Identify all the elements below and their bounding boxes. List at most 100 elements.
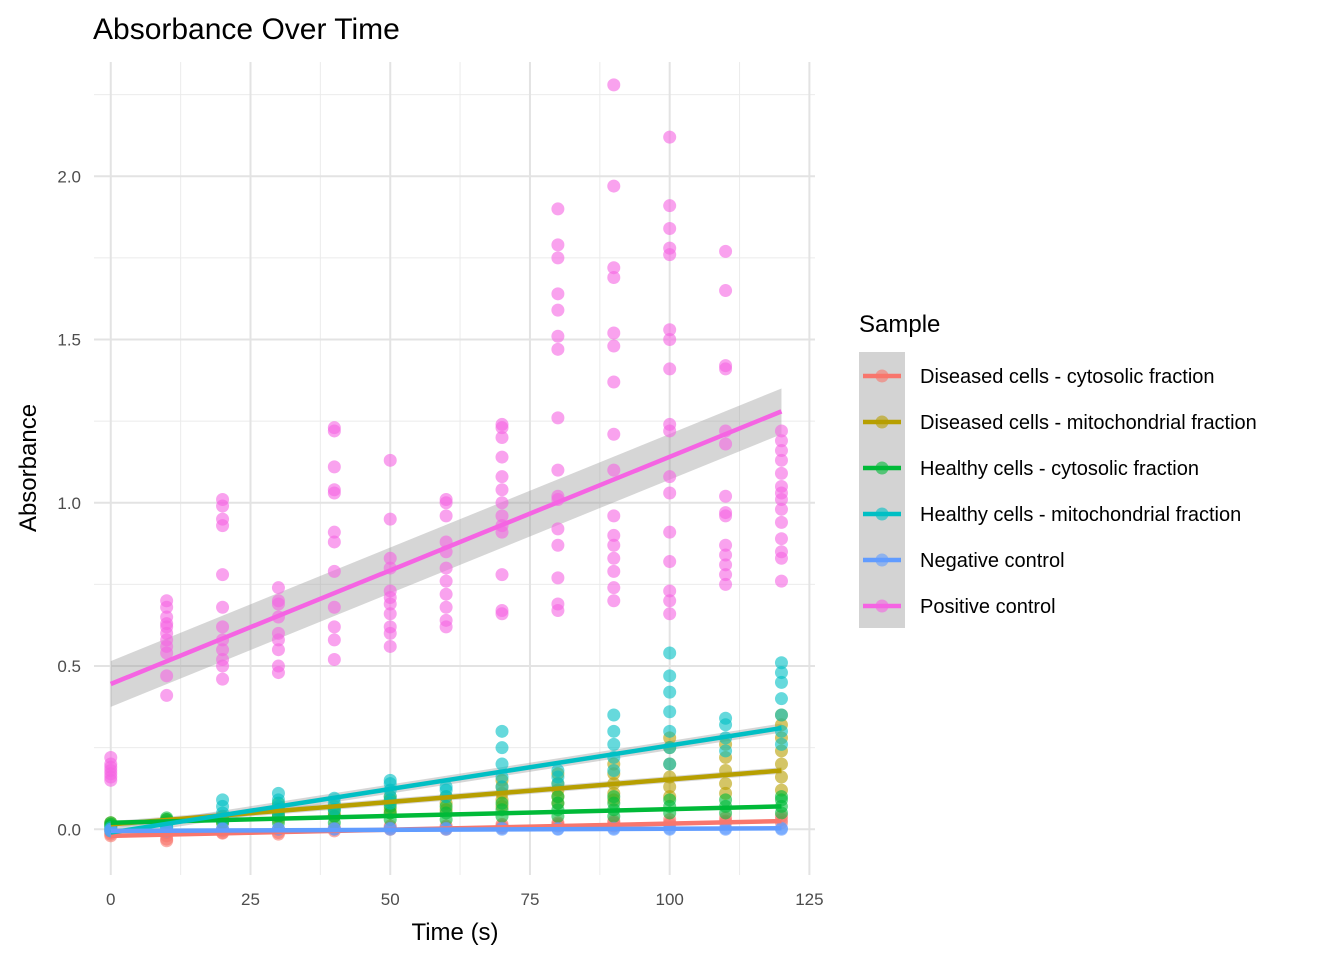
data-point (719, 359, 733, 373)
data-point (495, 450, 509, 464)
legend-key-background (859, 352, 905, 628)
data-point (104, 760, 118, 774)
legend-label: Positive control (920, 596, 1056, 618)
data-point (271, 626, 285, 640)
data-point (551, 202, 565, 216)
data-point (607, 528, 621, 542)
data-point (607, 326, 621, 340)
data-point (663, 793, 677, 807)
data-point (607, 270, 621, 284)
data-point (774, 708, 788, 722)
y-tick-label: 0.5 (57, 657, 81, 676)
data-point (663, 362, 677, 376)
data-point (551, 238, 565, 252)
data-point (271, 786, 285, 800)
fit-line (109, 409, 783, 687)
legend-item: Diseased cells - mitochondrial fraction (863, 412, 1257, 434)
data-point (663, 724, 677, 738)
x-tick-label: 75 (520, 890, 539, 909)
data-point (607, 179, 621, 193)
data-point (607, 463, 621, 477)
data-point (663, 685, 677, 699)
data-point (663, 669, 677, 683)
legend-key-point (875, 553, 889, 567)
data-point (439, 561, 453, 575)
data-point (607, 737, 621, 751)
x-axis-ticks: 0 25 50 75 100 125 (106, 890, 824, 909)
data-point (774, 692, 788, 706)
data-point (551, 329, 565, 343)
data-point (327, 483, 341, 497)
data-point (383, 512, 397, 526)
data-point (774, 424, 788, 438)
data-point (607, 764, 621, 778)
data-point (383, 773, 397, 787)
data-point (774, 466, 788, 480)
data-point (774, 444, 788, 458)
data-point (663, 486, 677, 500)
data-point (719, 568, 733, 582)
fit-line (110, 804, 782, 826)
data-point (774, 479, 788, 493)
data-point (160, 669, 174, 683)
data-point (719, 244, 733, 258)
data-point (774, 434, 788, 448)
data-point (719, 548, 733, 562)
data-point (439, 509, 453, 523)
data-point (327, 620, 341, 634)
data-point (216, 568, 230, 582)
data-point (271, 581, 285, 595)
legend-label: Diseased cells - mitochondrial fraction (920, 412, 1257, 434)
data-point (551, 597, 565, 611)
y-axis-title: Absorbance (15, 404, 42, 532)
data-point (216, 600, 230, 614)
data-point (719, 284, 733, 298)
legend-item: Healthy cells - cytosolic fraction (863, 458, 1199, 480)
data-point (495, 757, 509, 771)
data-point (495, 483, 509, 497)
data-point (719, 538, 733, 552)
data-point (774, 666, 788, 680)
data-point (607, 78, 621, 92)
data-point (327, 535, 341, 549)
data-point (663, 584, 677, 598)
data-point (607, 551, 621, 565)
data-point (719, 793, 733, 807)
data-point (774, 737, 788, 751)
data-point (495, 509, 509, 523)
data-point (383, 453, 397, 467)
data-point (551, 764, 565, 778)
data-point (216, 493, 230, 507)
data-point (495, 604, 509, 618)
data-point (216, 512, 230, 526)
data-point (551, 463, 565, 477)
data-point (719, 744, 733, 758)
data-point (551, 790, 565, 804)
data-point (216, 643, 230, 657)
data-point (663, 241, 677, 255)
data-point (719, 558, 733, 572)
data-point (663, 525, 677, 539)
x-tick-label: 0 (106, 890, 115, 909)
data-point (160, 594, 174, 608)
data-point (439, 493, 453, 507)
data-point (327, 653, 341, 667)
data-point (663, 757, 677, 771)
data-point (104, 773, 118, 787)
data-point (607, 509, 621, 523)
data-point (383, 551, 397, 565)
data-point (551, 411, 565, 425)
data-point (495, 568, 509, 582)
data-point (383, 639, 397, 653)
data-point (774, 515, 788, 529)
data-point (551, 538, 565, 552)
data-point (495, 417, 509, 431)
data-point (663, 780, 677, 794)
data-point (663, 470, 677, 484)
x-tick-label: 100 (655, 890, 683, 909)
fit-line (110, 826, 782, 834)
legend-title: Sample (859, 311, 940, 338)
y-tick-label: 2.0 (57, 167, 81, 186)
data-point (607, 708, 621, 722)
data-point (774, 770, 788, 784)
